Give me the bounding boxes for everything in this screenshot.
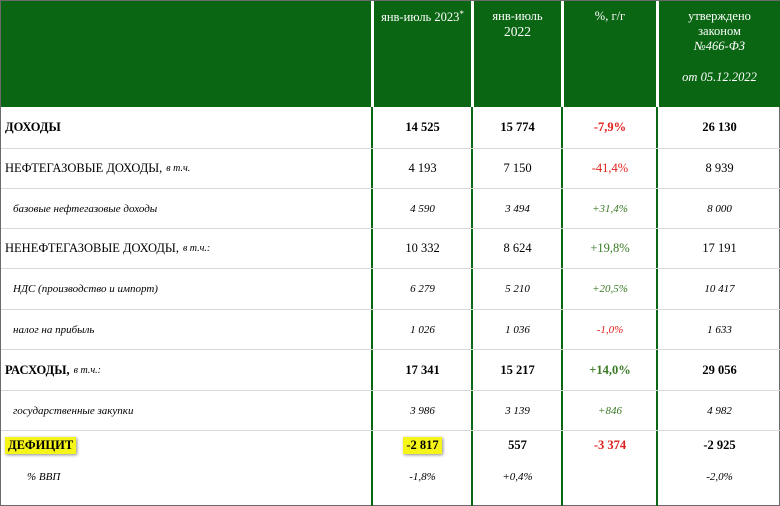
header-label-cell [1, 1, 371, 107]
value-law: 29 056 [702, 362, 737, 377]
value-2022: 7 150 [503, 161, 532, 175]
value-2023: 14 525 [405, 120, 440, 134]
value-yoy: +19,8% [590, 241, 630, 255]
value-2022: 3 494 [505, 202, 530, 215]
column-divider [471, 107, 473, 506]
value-law: 4 982 [707, 404, 732, 417]
value-yoy: -41,4% [591, 161, 629, 175]
value-2022: 5 210 [505, 283, 530, 295]
value-2022: 1 036 [505, 323, 530, 336]
value-law: 17 191 [702, 241, 737, 255]
table-row-revenue: ДОХОДЫ 14 525 15 774 -7,9% 26 130 [1, 107, 780, 149]
value-2022: 8 624 [503, 241, 532, 255]
row-label: НЕФТЕГАЗОВЫЕ ДОХОДЫ, [5, 161, 163, 175]
value-yoy: +14,0% [589, 362, 631, 377]
value-law: 8 939 [705, 161, 734, 175]
row-label: ДОХОДЫ [5, 120, 61, 134]
value-law: 26 130 [702, 120, 737, 134]
row-label: НДС (производство и импорт) [13, 283, 158, 295]
row-label: налог на прибыль [13, 323, 95, 336]
row-note: в т.ч. [166, 163, 191, 174]
value-2023: 17 341 [405, 362, 440, 377]
table-row-deficit: ДЕФИЦИТ -2 817 557 -3 374 -2 925 [1, 431, 780, 459]
value-yoy: -1,0% [596, 323, 624, 336]
value-2023: 1 026 [410, 323, 435, 336]
header-yoy: %, г/г [564, 1, 656, 107]
value-yoy: -7,9% [593, 120, 627, 134]
header-yoy-label: %, г/г [594, 9, 626, 23]
value-2022: 557 [508, 437, 527, 452]
value-yoy: +20,5% [592, 283, 628, 295]
table-row-vat: НДС (производство и импорт) 6 279 5 210 … [1, 269, 780, 310]
table-row-base-oil-gas: базовые нефтегазовые доходы 4 590 3 494 … [1, 189, 780, 229]
value-2023-highlighted: -2 817 [403, 436, 442, 454]
header-2022-line1: янв-июль [492, 9, 543, 23]
row-label: государственные закупки [13, 404, 134, 417]
value-2022: 15 217 [500, 362, 535, 377]
value-law: -2,0% [706, 471, 733, 483]
value-law: 10 417 [704, 283, 735, 295]
table-row-profit-tax: налог на прибыль 1 026 1 036 -1,0% 1 633 [1, 310, 780, 350]
column-divider [561, 107, 563, 506]
value-2023: 4 590 [410, 202, 435, 215]
row-label: % ВВП [27, 471, 61, 483]
value-2023: 3 986 [410, 404, 435, 417]
value-2023: 6 279 [410, 283, 435, 295]
header-law-line2: законом [698, 24, 741, 38]
value-law: 8 000 [707, 202, 732, 215]
header-2022: янв-июль 2022 [474, 1, 561, 107]
header-2023: янв-июль 2023* [374, 1, 471, 107]
table-row-gdp-share: % ВВП -1,8% +0,4% -2,0% [1, 463, 780, 491]
value-yoy: +846 [598, 404, 622, 417]
table-row-expenses: РАСХОДЫ, в т.ч.: 17 341 15 217 +14,0% 29 … [1, 350, 780, 391]
row-note: в т.ч.: [73, 364, 101, 376]
value-2023: 10 332 [405, 241, 440, 255]
value-law: -2 925 [703, 437, 736, 452]
header-law-line3: №466-ФЗ [694, 39, 745, 53]
row-note: в т.ч.: [182, 243, 211, 254]
value-2023: -1,8% [409, 471, 436, 483]
header-2023-label: янв-июль 2023 [381, 10, 460, 24]
value-2023: 4 193 [408, 161, 437, 175]
row-label: базовые нефтегазовые доходы [13, 202, 158, 215]
header-law: утверждено законом №466-ФЗ от 05.12.2022 [659, 1, 780, 107]
value-law: 1 633 [707, 323, 732, 336]
footnote-mark: * [459, 9, 464, 19]
deficit-label-highlighted: ДЕФИЦИТ [5, 436, 77, 454]
row-label: НЕНЕФТЕГАЗОВЫЕ ДОХОДЫ, [5, 241, 179, 255]
value-2022: +0,4% [502, 471, 533, 483]
column-divider [656, 107, 658, 506]
header-2022-line2: 2022 [504, 24, 531, 39]
header-law-line1: утверждено [688, 9, 751, 23]
table-row-oil-gas-revenue: НЕФТЕГАЗОВЫЕ ДОХОДЫ, в т.ч. 4 193 7 150 -… [1, 149, 780, 189]
value-yoy: -3 374 [593, 437, 627, 452]
value-2022: 15 774 [500, 120, 535, 134]
table-row-non-oil-gas-revenue: НЕНЕФТЕГАЗОВЫЕ ДОХОДЫ, в т.ч.: 10 332 8 6… [1, 229, 780, 269]
row-label: РАСХОДЫ, [5, 362, 70, 377]
value-yoy: +31,4% [592, 202, 628, 215]
table-row-state-procurement: государственные закупки 3 986 3 139 +846… [1, 391, 780, 431]
header-law-line4: от 05.12.2022 [682, 70, 757, 84]
value-2022: 3 139 [505, 404, 530, 417]
column-divider [371, 107, 373, 506]
